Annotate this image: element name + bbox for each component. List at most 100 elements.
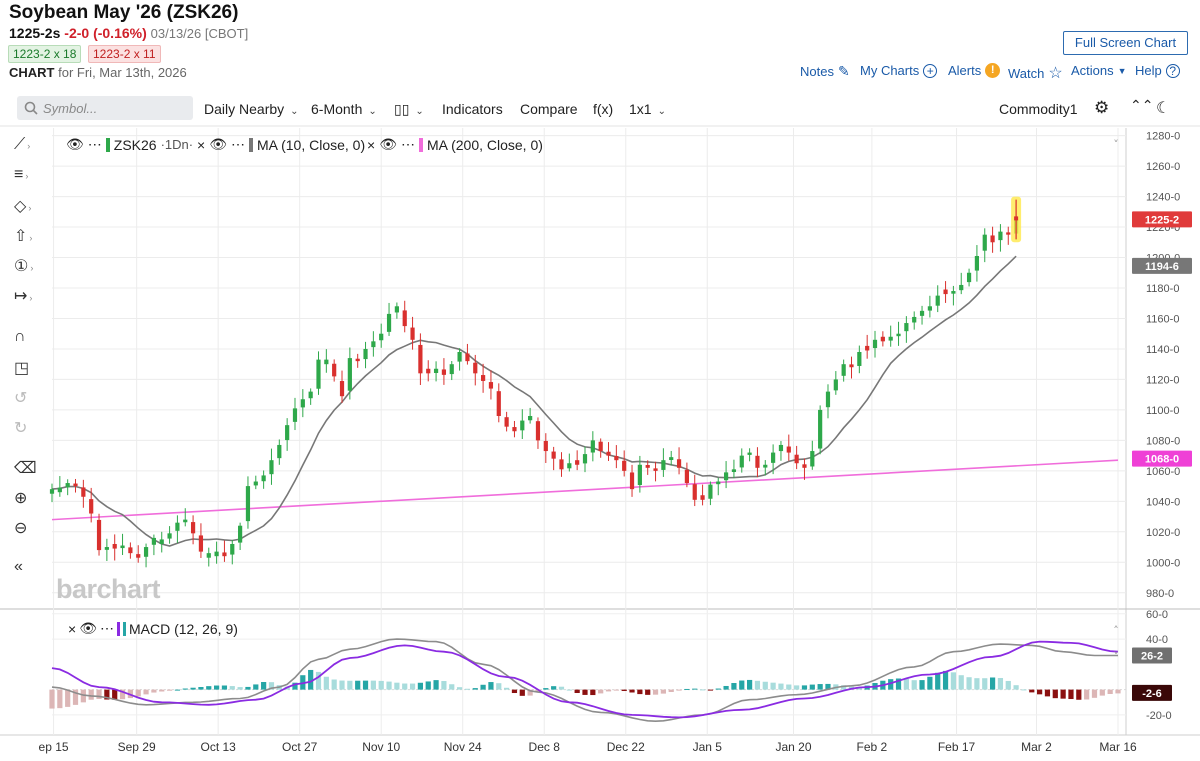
collapse-icon[interactable]: ⌃⌃ xyxy=(1130,97,1154,113)
price-tick-label: 1020-0 xyxy=(1146,527,1180,539)
macd-histogram-bar xyxy=(190,687,196,690)
layout-select[interactable]: 1x1 ⌄ xyxy=(629,101,666,117)
macd-histogram-bar xyxy=(1044,689,1051,697)
eye-icon[interactable]: 👁 xyxy=(209,136,227,152)
candle-body xyxy=(904,323,909,332)
chart-label: CHART xyxy=(9,65,55,80)
help-button[interactable]: Help ? xyxy=(1135,63,1180,78)
trendline-tool-icon[interactable]: ⟋ › xyxy=(14,136,31,153)
candle-body xyxy=(245,486,251,522)
macd-histogram-bar xyxy=(723,685,729,690)
macd-histogram-bar xyxy=(1107,689,1113,694)
indicators-button[interactable]: Indicators xyxy=(442,101,503,117)
arrow-tool-icon[interactable]: ⇧ › xyxy=(14,228,33,245)
macd-histogram-bar xyxy=(895,678,902,690)
actions-menu[interactable]: Actions ▼ xyxy=(1071,63,1127,78)
period-select[interactable]: 6-Month ⌄ xyxy=(311,101,377,117)
candle-body xyxy=(308,391,313,399)
candle-body xyxy=(175,522,180,531)
template-select[interactable]: Commodity1 xyxy=(999,101,1078,117)
macd-histogram-bar xyxy=(989,677,996,690)
notes-button[interactable]: Notes ✎ xyxy=(800,63,850,80)
chevron-down-icon: ⌄ xyxy=(657,106,666,117)
shapes-tool-icon[interactable]: ◇ › xyxy=(14,198,32,215)
notes-label: Notes xyxy=(800,64,834,79)
candle-body xyxy=(426,368,431,374)
candle-body xyxy=(112,544,117,549)
candle-body xyxy=(669,457,674,461)
candle-body xyxy=(692,484,697,500)
more-icon: ⋯ xyxy=(400,136,415,152)
collapse-sidebar-icon[interactable]: « xyxy=(14,558,23,575)
annotation-tool-icon[interactable]: ① › xyxy=(14,258,34,275)
alerts-button[interactable]: Alerts ! xyxy=(948,63,1001,78)
candle-body xyxy=(959,284,964,291)
symbol-search-input[interactable]: Symbol... xyxy=(17,96,193,120)
candle-body xyxy=(653,468,658,471)
candle-body xyxy=(57,487,62,493)
candle-body xyxy=(104,547,109,550)
macd-histogram-bar xyxy=(331,679,337,690)
candle-body xyxy=(614,456,619,461)
candle-body xyxy=(520,420,525,431)
price-tick-label: 1160-0 xyxy=(1146,313,1179,325)
candle-body xyxy=(551,451,556,459)
macd-histogram-bar xyxy=(927,676,933,690)
ma200-line xyxy=(51,459,1119,521)
measure-tool-icon[interactable]: ↦ › xyxy=(14,288,33,305)
hist-value-label: -2-6 xyxy=(1142,688,1162,700)
compare-button[interactable]: Compare xyxy=(520,101,578,117)
macd-histogram-bar xyxy=(504,687,510,690)
macd-histogram-bar xyxy=(809,684,815,690)
frequency-select[interactable]: Daily Nearby ⌄ xyxy=(204,101,299,117)
macd-histogram-bar xyxy=(1084,689,1090,700)
date-tick-label: Dec 8 xyxy=(529,740,561,754)
date-tick-label: Oct 13 xyxy=(200,740,236,754)
macd-histogram-bar xyxy=(370,680,376,690)
dark-mode-icon[interactable]: ☾ xyxy=(1156,100,1171,117)
watch-button[interactable]: Watch ☆ xyxy=(1008,63,1063,83)
macd-histogram-bar xyxy=(997,677,1004,690)
chart-type-select[interactable]: ▯▯ ⌄ xyxy=(394,101,424,118)
candle-body xyxy=(496,391,501,416)
candle-body xyxy=(300,399,305,408)
function-button[interactable]: f(x) xyxy=(593,101,614,117)
price-tick-label: 1040-0 xyxy=(1146,496,1180,508)
fibonacci-tool-icon[interactable]: ≡ › xyxy=(14,166,29,183)
macd-histogram-bar xyxy=(715,688,721,690)
more-icon: ⋯ xyxy=(87,136,102,152)
macd-histogram-bar xyxy=(1060,689,1066,699)
candle-body xyxy=(629,472,635,490)
symbol-color-swatch xyxy=(105,137,110,152)
unlock-icon[interactable]: ◳ xyxy=(14,360,30,377)
ma10-color-swatch xyxy=(248,137,253,152)
redo-icon[interactable]: ↻ xyxy=(14,420,28,437)
macd-histogram-bar xyxy=(402,683,408,690)
candle-body xyxy=(998,231,1003,241)
eye-icon[interactable]: 👁 xyxy=(66,136,84,152)
macd-histogram-bar xyxy=(731,683,737,690)
candle-body xyxy=(49,489,55,494)
full-screen-button[interactable]: Full Screen Chart xyxy=(1063,31,1188,55)
close-icon[interactable]: × xyxy=(197,136,206,153)
my-charts-button[interactable]: My Charts + xyxy=(860,63,938,78)
macd-histogram-bar xyxy=(1115,689,1121,694)
trash-icon[interactable]: ⌫ xyxy=(14,460,37,477)
zoom-in-icon[interactable]: ⊕ xyxy=(14,490,28,507)
macd-histogram-bar xyxy=(323,676,329,690)
macd-histogram-bar xyxy=(268,682,275,690)
macd-histogram-bar xyxy=(1099,689,1105,696)
eye-icon[interactable]: 👁 xyxy=(79,620,97,636)
candle-body xyxy=(277,444,282,459)
magnet-icon[interactable]: ∩ xyxy=(14,328,26,345)
undo-icon[interactable]: ↺ xyxy=(14,390,28,407)
zoom-out-icon[interactable]: ⊖ xyxy=(14,520,28,537)
close-icon[interactable]: × xyxy=(367,136,376,153)
close-icon[interactable]: × xyxy=(68,620,77,637)
eye-icon[interactable]: 👁 xyxy=(379,136,397,152)
macd-histogram-bar xyxy=(707,689,714,691)
watch-label: Watch xyxy=(1008,65,1045,81)
price-date: 03/13/26 [CBOT] xyxy=(150,26,249,41)
settings-gear-icon[interactable]: ⚙ xyxy=(1094,98,1110,117)
